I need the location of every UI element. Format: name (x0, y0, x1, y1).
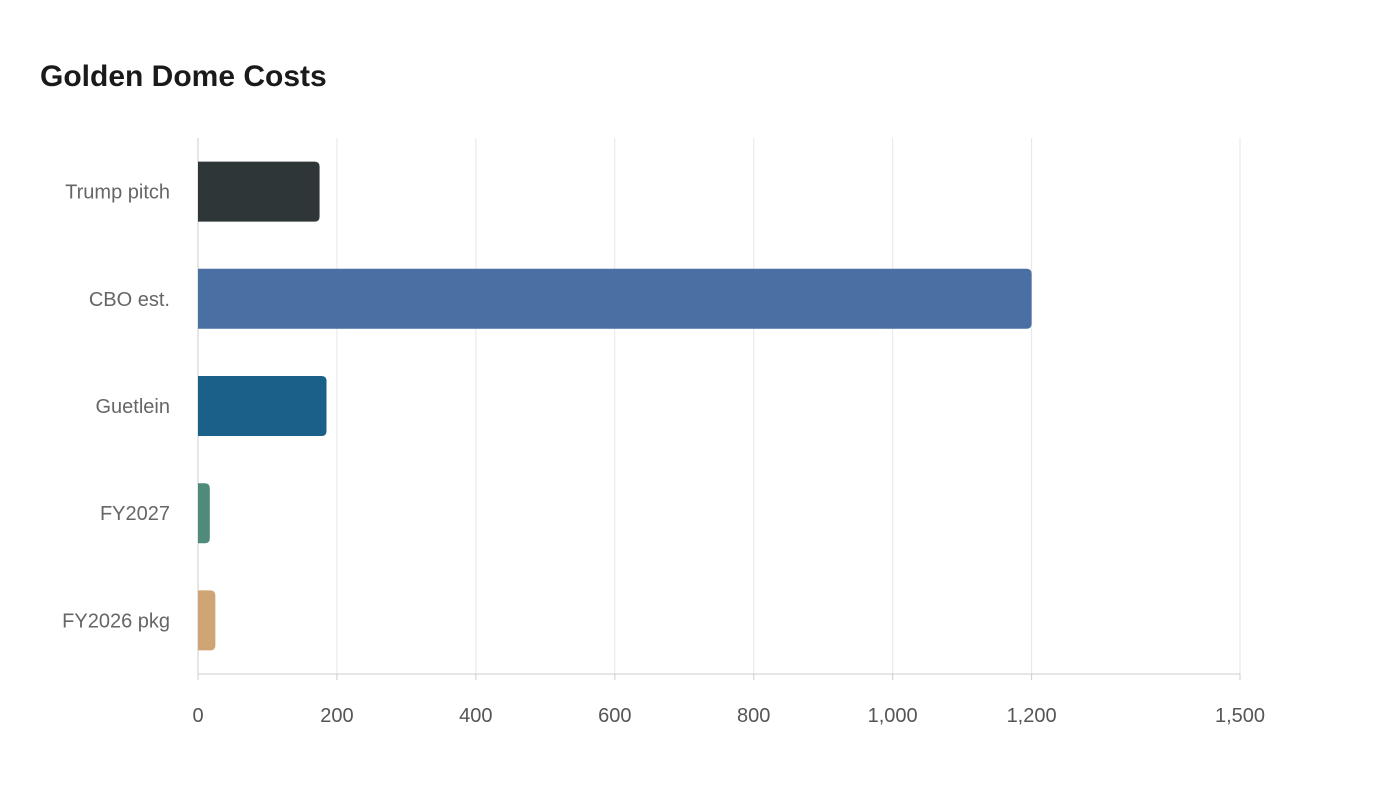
bar[interactable] (198, 161, 320, 222)
category-label: FY2026 pkg (62, 610, 170, 632)
x-tick-label: 800 (737, 705, 770, 727)
x-tick-label: 0 (192, 705, 203, 727)
bar[interactable] (198, 483, 210, 544)
x-tick-label: 200 (320, 705, 353, 727)
bar[interactable] (198, 590, 216, 651)
x-tick-label: 400 (459, 705, 492, 727)
bar[interactable] (198, 376, 327, 436)
category-label: CBO est. (89, 289, 170, 311)
x-tick-label: 1,500 (1215, 705, 1265, 727)
category-label: Trump pitch (65, 182, 170, 204)
x-tick-label: 1,200 (1007, 705, 1057, 727)
bar[interactable] (198, 268, 1032, 329)
category-label: FY2027 (100, 503, 170, 525)
chart-title: Golden Dome Costs (40, 60, 327, 93)
x-tick-label: 1,000 (868, 705, 918, 727)
category-label: Guetlein (96, 396, 171, 418)
x-tick-label: 600 (598, 705, 631, 727)
